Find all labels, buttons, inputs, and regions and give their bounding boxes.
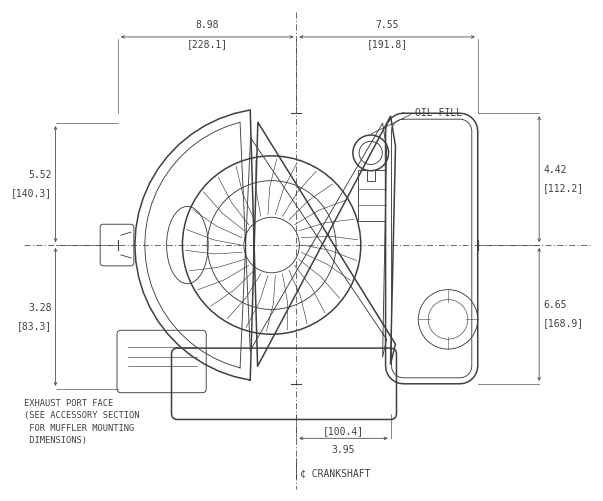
Text: 3.95: 3.95 bbox=[332, 445, 355, 455]
Text: [100.4]: [100.4] bbox=[323, 426, 364, 436]
Text: [140.3]: [140.3] bbox=[10, 188, 52, 198]
Text: ¢ CRANKSHAFT: ¢ CRANKSHAFT bbox=[300, 468, 371, 478]
Text: 5.52: 5.52 bbox=[28, 170, 52, 180]
Text: [191.8]: [191.8] bbox=[367, 39, 408, 49]
Text: EXHAUST PORT FACE
(SEE ACCESSORY SECTION
 FOR MUFFLER MOUNTING
 DIMENSIONS): EXHAUST PORT FACE (SEE ACCESSORY SECTION… bbox=[24, 399, 139, 445]
Text: OIL FILL: OIL FILL bbox=[415, 108, 463, 118]
Text: 7.55: 7.55 bbox=[375, 20, 399, 30]
Text: [168.9]: [168.9] bbox=[543, 318, 584, 328]
Text: 4.42: 4.42 bbox=[543, 165, 567, 175]
Text: [112.2]: [112.2] bbox=[543, 183, 584, 193]
Text: 3.28: 3.28 bbox=[28, 303, 52, 313]
Text: [83.3]: [83.3] bbox=[16, 321, 52, 331]
Text: 6.65: 6.65 bbox=[543, 301, 567, 311]
Text: 8.98: 8.98 bbox=[195, 20, 219, 30]
Text: [228.1]: [228.1] bbox=[187, 39, 228, 49]
